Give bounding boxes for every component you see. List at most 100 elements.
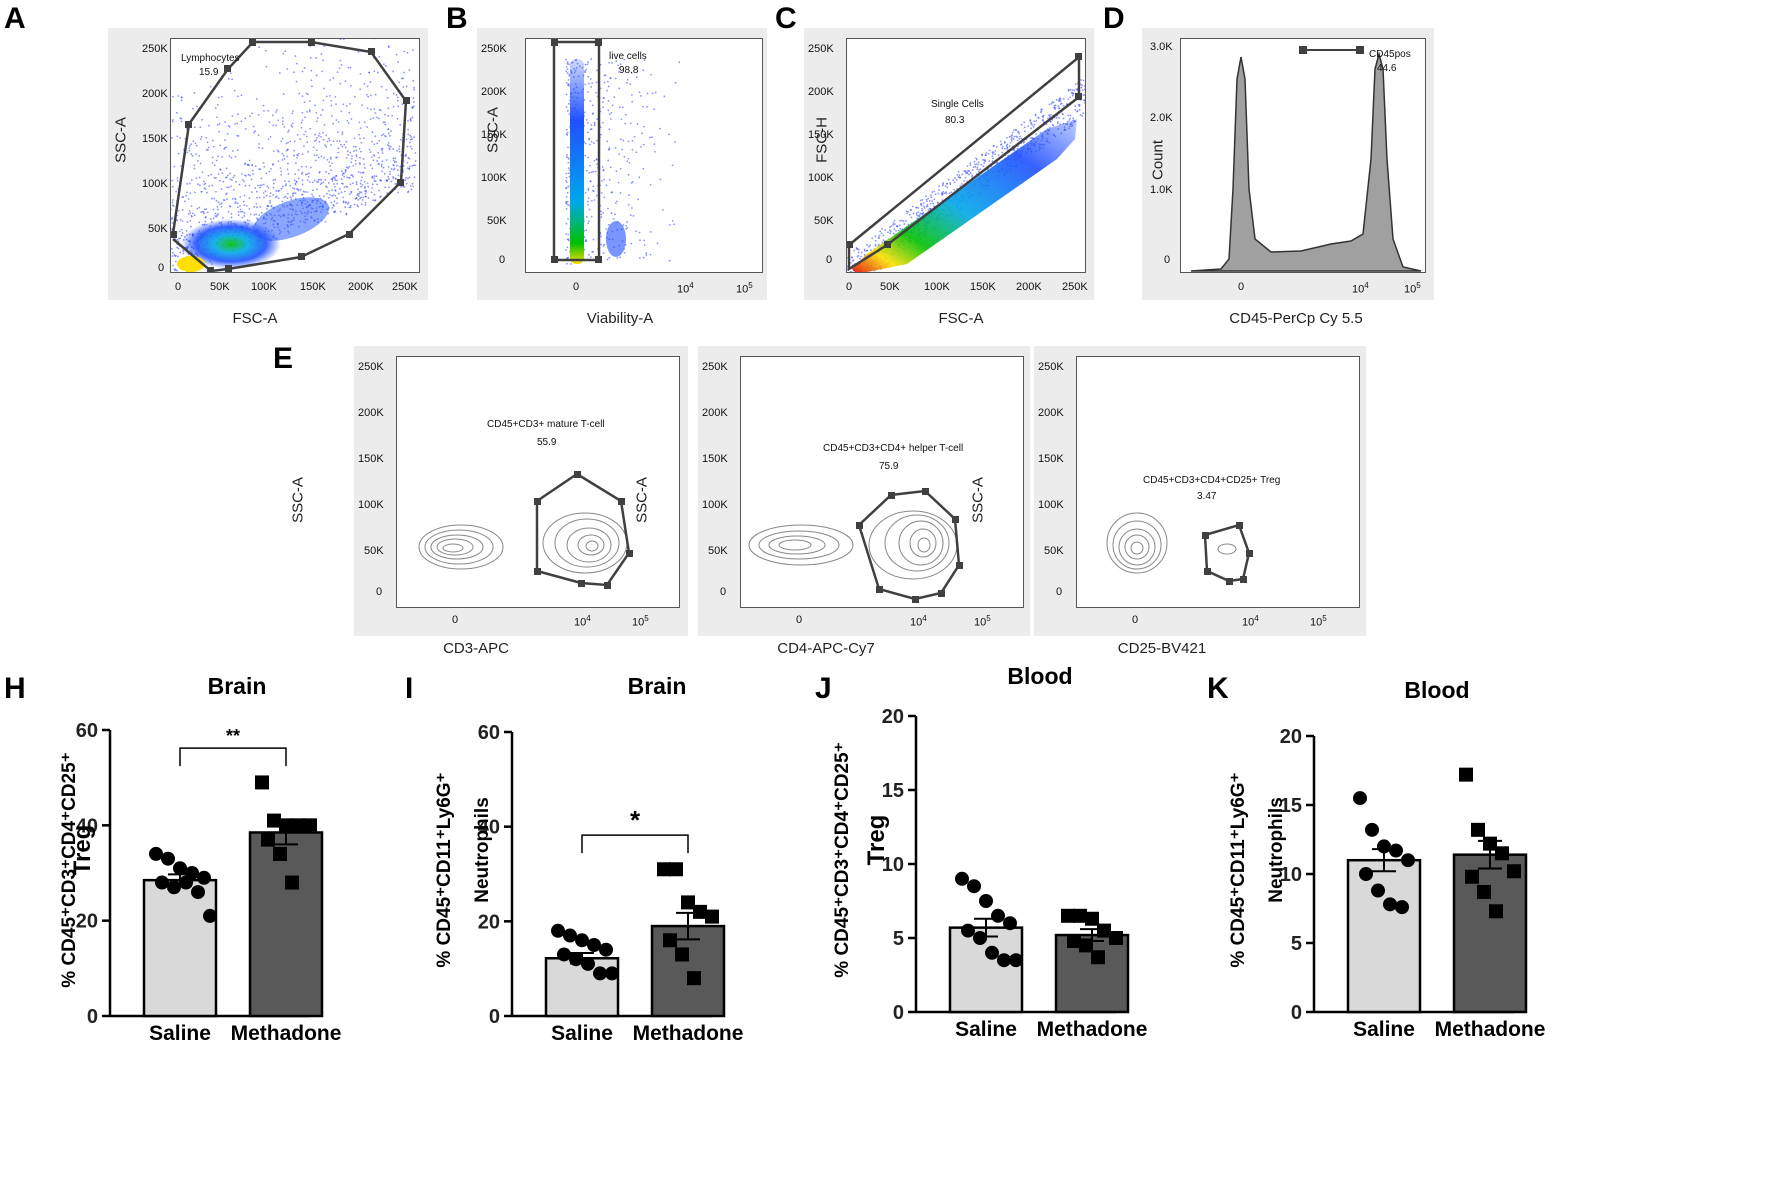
bar-k-methadone [1454, 855, 1526, 1012]
datapoint-h-saline [149, 847, 163, 861]
ytick-label-j: 15 [882, 780, 904, 802]
datapoint-k-saline [1371, 884, 1385, 898]
datapoint-k-methadone [1459, 768, 1473, 782]
datapoint-h-saline [173, 861, 187, 875]
datapoint-j-saline [985, 946, 999, 960]
datapoint-j-saline [967, 879, 981, 893]
ytick-label-j: 0 [893, 1002, 904, 1024]
datapoint-j-saline [973, 931, 987, 945]
ytick-label-i: 0 [489, 1006, 500, 1028]
datapoint-j-saline [979, 894, 993, 908]
datapoint-h-saline [161, 852, 175, 866]
datapoint-i-methadone [663, 933, 677, 947]
xtick-label-k-saline: Saline [1353, 1018, 1415, 1041]
datapoint-h-saline [191, 885, 205, 899]
datapoint-j-saline [1003, 916, 1017, 930]
datapoint-j-methadone [1109, 931, 1123, 945]
chart-title-k: Blood [1404, 677, 1469, 703]
datapoint-h-methadone [285, 876, 299, 890]
datapoint-k-methadone [1483, 837, 1497, 851]
datapoint-h-saline [197, 871, 211, 885]
chart-title-h: Brain [208, 673, 267, 699]
bar-h-saline [144, 880, 216, 1016]
datapoint-h-methadone [267, 814, 281, 828]
ytick-label-k: 20 [1280, 726, 1302, 748]
datapoint-i-methadone [705, 910, 719, 924]
datapoint-k-methadone [1489, 904, 1503, 918]
datapoint-j-methadone [1073, 909, 1087, 923]
ylabel-i: % CD45⁺CD11⁺Ly6G⁺ [434, 772, 455, 967]
datapoint-i-saline [593, 966, 607, 980]
datapoint-j-methadone [1085, 912, 1099, 926]
datapoint-i-saline [581, 957, 595, 971]
datapoint-j-saline [991, 909, 1005, 923]
datapoint-j-methadone [1091, 950, 1105, 964]
significance-bracket-h [180, 748, 286, 766]
ytick-label-i: 60 [478, 722, 500, 744]
datapoint-j-saline [997, 953, 1011, 967]
xtick-label-i-saline: Saline [551, 1022, 613, 1045]
datapoint-k-methadone [1471, 823, 1485, 837]
datapoint-h-saline [167, 880, 181, 894]
datapoint-i-methadone [669, 862, 683, 876]
xtick-label-k-methadone: Methadone [1435, 1018, 1546, 1041]
ytick-label-j: 5 [893, 928, 904, 950]
datapoint-k-saline [1383, 897, 1397, 911]
ylabel-celltype-j: Treg [863, 815, 890, 866]
ytick-label-i: 20 [478, 911, 500, 933]
ytick-label-h: 60 [76, 720, 98, 742]
datapoint-i-saline [563, 929, 577, 943]
ylabel-celltype-i: Neutrophils [472, 797, 493, 903]
datapoint-h-methadone [255, 775, 269, 789]
significance-label-i: * [630, 805, 641, 835]
datapoint-k-saline [1353, 791, 1367, 805]
datapoint-i-saline [599, 943, 613, 957]
datapoint-h-methadone [291, 818, 305, 832]
significance-label-h: ** [226, 726, 240, 746]
xtick-label-j-methadone: Methadone [1037, 1018, 1148, 1041]
ylabel-j: % CD45⁺CD3⁺CD4⁺CD25⁺ [832, 742, 853, 977]
datapoint-j-saline [955, 872, 969, 886]
datapoint-k-saline [1401, 853, 1415, 867]
datapoint-i-methadone [681, 895, 695, 909]
xtick-label-i-methadone: Methadone [633, 1022, 744, 1045]
xtick-label-h-methadone: Methadone [231, 1022, 342, 1045]
datapoint-i-methadone [693, 905, 707, 919]
datapoint-h-methadone [261, 833, 275, 847]
bar-k-saline [1348, 860, 1420, 1012]
significance-bracket-i [582, 835, 688, 853]
datapoint-h-saline [203, 909, 217, 923]
chart-title-i: Brain [628, 673, 687, 699]
datapoint-i-methadone [675, 947, 689, 961]
datapoint-k-saline [1359, 867, 1373, 881]
ytick-label-k: 0 [1291, 1002, 1302, 1024]
datapoint-k-methadone [1465, 870, 1479, 884]
datapoint-j-methadone [1097, 924, 1111, 938]
datapoint-i-saline [569, 952, 583, 966]
datapoint-i-saline [557, 947, 571, 961]
datapoint-h-saline [179, 876, 193, 890]
datapoint-k-saline [1365, 823, 1379, 837]
datapoint-i-saline [551, 924, 565, 938]
datapoint-k-methadone [1495, 846, 1509, 860]
ylabel-celltype-h: Treg [69, 825, 96, 876]
xtick-label-h-saline: Saline [149, 1022, 211, 1045]
datapoint-k-methadone [1477, 885, 1491, 899]
chart-title-j: Blood [1007, 663, 1072, 689]
datapoint-i-saline [587, 938, 601, 952]
datapoint-k-saline [1389, 844, 1403, 858]
datapoint-j-methadone [1079, 938, 1093, 952]
datapoint-i-methadone [687, 971, 701, 985]
datapoint-i-methadone [657, 862, 671, 876]
datapoint-h-saline [155, 876, 169, 890]
datapoint-k-methadone [1507, 864, 1521, 878]
datapoint-h-methadone [279, 818, 293, 832]
ylabel-k: % CD45⁺CD11⁺Ly6G⁺ [1228, 772, 1249, 967]
ylabel-celltype-k: Neutrophils [1266, 797, 1287, 903]
ytick-label-j: 20 [882, 706, 904, 728]
xtick-label-j-saline: Saline [955, 1018, 1017, 1041]
datapoint-j-methadone [1061, 909, 1075, 923]
datapoint-j-saline [961, 924, 975, 938]
datapoint-h-methadone [303, 818, 317, 832]
